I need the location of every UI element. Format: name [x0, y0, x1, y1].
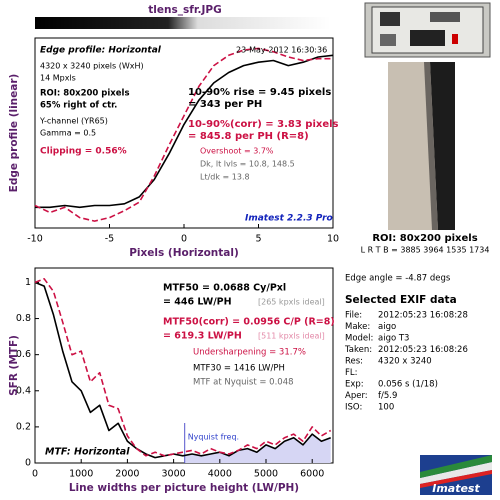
x-tick-label: 3000	[162, 469, 186, 480]
exif-value: 2012:05:23 16:08:28	[378, 311, 468, 321]
annotation: Imatest 2.2.3 Pro	[245, 214, 333, 224]
series-line	[34, 281, 331, 459]
edge-angle: Edge angle = -4.87 degs	[345, 274, 451, 284]
y-tick-label: 0.2	[16, 421, 31, 432]
x-tick-label: 0	[181, 234, 187, 245]
annotation: 65% right of ctr.	[40, 101, 117, 111]
exif-value: f/5.9	[378, 391, 397, 401]
exif-value: 2012:05:23 16:08:26	[378, 345, 468, 355]
exif-key: ISO:	[345, 403, 362, 413]
annotation: Dk, lt lvls = 10.8, 148.5	[200, 160, 295, 169]
exif-key: FL:	[345, 368, 358, 378]
y-tick-label: 0.4	[16, 385, 31, 396]
annotation: [265 kpxls ideal]	[258, 298, 325, 307]
x-tick-label: 5	[255, 234, 261, 245]
annotation: Clipping = 0.56%	[40, 147, 127, 157]
annotation: MTF30 = 1416 LW/PH	[193, 364, 285, 374]
annotation: 23-May-2012 16:30:36	[236, 46, 327, 55]
x-tick-label: 4000	[208, 469, 232, 480]
y-axis-label: Edge profile (linear)	[8, 74, 20, 193]
nyquist-area	[184, 434, 331, 463]
x-tick-label: -10	[27, 234, 43, 245]
y-tick-label: 0.8	[16, 313, 31, 324]
annotation: = 446 LW/PH	[163, 297, 232, 308]
exif-value: 100	[378, 403, 394, 413]
x-axis-label: Line widths per picture height (LW/PH)	[69, 482, 299, 494]
logo: Imatest	[420, 455, 492, 495]
chart-thumbnail	[364, 2, 491, 58]
annotation: 10-90%(corr) = 3.83 pixels	[188, 119, 339, 130]
annotation: 10-90% rise = 9.45 pixels	[188, 87, 331, 98]
annotation: MTF: Horizontal	[45, 447, 130, 458]
nyquist-label: Nyquist freq.	[188, 433, 239, 442]
annotation: Edge profile: Horizontal	[40, 46, 162, 56]
annotation: Undersharpening = 31.7%	[193, 348, 306, 358]
annotation: MTF at Nyquist = 0.048	[193, 378, 294, 388]
annotation: = 343 per PH	[188, 99, 262, 110]
x-tick-label: 10	[327, 234, 339, 245]
exif-key: Model:	[345, 334, 373, 344]
x-tick-label: 2000	[115, 469, 139, 480]
y-tick-label: 0.6	[16, 349, 31, 360]
annotation: = 619.3 LW/PH	[163, 331, 242, 342]
series-line	[34, 278, 332, 457]
y-tick-label: 1	[25, 277, 31, 288]
exif-key: Aper:	[345, 391, 368, 401]
annotation: = 845.8 per PH (R=8)	[188, 131, 309, 142]
exif-value: aigo	[378, 322, 396, 332]
logo-text: Imatest	[432, 482, 480, 495]
annotation: Overshoot = 3.7%	[200, 147, 274, 156]
annotation: Y-channel (YR65)	[39, 117, 108, 126]
x-tick-label: 6000	[300, 469, 324, 480]
exif-title: Selected EXIF data	[345, 294, 457, 306]
edge-gradient	[35, 17, 331, 29]
page-title: tlens_sfr.JPG	[148, 4, 221, 16]
x-tick-label: 0	[32, 469, 38, 480]
annotation: 14 Mpxls	[40, 74, 76, 83]
exif-key: Exp:	[345, 380, 364, 390]
x-tick-label: 1000	[69, 469, 93, 480]
annotation: ROI: 80x200 pixels	[40, 89, 130, 99]
x-axis-label: Pixels (Horizontal)	[129, 247, 239, 259]
roi-image	[388, 62, 455, 230]
annotation: 4320 x 3240 pixels (WxH)	[40, 62, 144, 71]
plot-area	[34, 267, 334, 464]
exif-table: File: 2012:05:23 16:08:28 Make: aigo Model: a…	[344, 311, 468, 413]
x-tick-label: 5000	[254, 469, 278, 480]
series-line	[35, 54, 334, 209]
exif-key: Taken:	[344, 345, 372, 355]
annotation: MTF50(corr) = 0.0956 C/P (R=8)	[163, 317, 335, 328]
annotation: [511 kpxls ideal]	[258, 332, 325, 341]
x-tick-label: -5	[105, 234, 114, 245]
y-axis-label: SFR (MTF)	[8, 335, 20, 396]
exif-key: File:	[345, 311, 362, 321]
roi-label: ROI: 80x200 pixels	[372, 233, 477, 244]
exif-key: Res:	[345, 357, 363, 367]
exif-key: Make:	[345, 322, 370, 332]
series-line	[34, 47, 333, 222]
roi-coords: L R T B = 3885 3964 1535 1734	[361, 246, 490, 255]
exif-value: aigo T3	[378, 334, 409, 344]
exif-value: 4320 x 3240	[378, 357, 432, 367]
annotation: Gamma = 0.5	[40, 129, 96, 138]
exif-value: 0.056 s (1/18)	[378, 380, 438, 390]
y-tick-label: 0	[25, 458, 31, 469]
annotation: Lt/dk = 13.8	[200, 173, 250, 182]
annotation: MTF50 = 0.0688 Cy/Pxl	[163, 283, 286, 294]
